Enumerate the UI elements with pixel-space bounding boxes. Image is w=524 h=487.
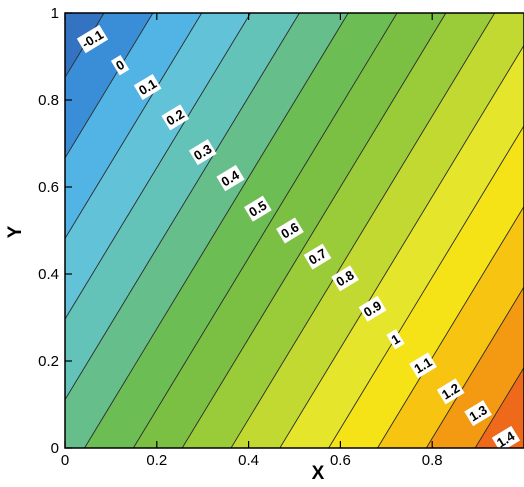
contour-label-background — [386, 329, 405, 350]
contour-label: 0.1 — [133, 73, 162, 100]
y-tick-label: 0.6 — [38, 179, 59, 196]
x-tick-label: 0.4 — [238, 452, 259, 469]
contour-label-background — [409, 352, 437, 379]
plot-frame — [64, 12, 524, 449]
contour-label-background — [188, 139, 217, 166]
axis-ticks: 0 0.2 0.4 0.6 0.8 0 0.2 0.4 0.6 0.8 1 — [38, 5, 442, 469]
contour-label: 0.5 — [243, 195, 272, 222]
contour-line — [377, 206, 524, 448]
contour-line — [65, 13, 203, 239]
contour-label-background — [331, 265, 359, 292]
contour-label: 0.7 — [303, 243, 332, 270]
contour-line — [230, 13, 496, 448]
contour-label: 0 — [110, 55, 130, 76]
contour-line — [425, 286, 524, 448]
contour-label-background — [133, 73, 162, 100]
x-axis-title: X — [312, 463, 325, 484]
contour-label-background — [216, 164, 245, 192]
contour-line — [328, 125, 524, 448]
contour-label-background — [243, 195, 272, 222]
x-tick-label: 0.8 — [422, 452, 443, 469]
contour-label-background — [276, 217, 304, 244]
contour-lines — [65, 13, 524, 448]
y-tick-label: 0 — [51, 440, 59, 457]
contour-label: 1.2 — [436, 378, 465, 405]
contour-line — [84, 13, 349, 448]
contour-label: 0.2 — [161, 104, 190, 131]
x-tick-label: 0.6 — [330, 452, 351, 469]
contour-line — [65, 13, 154, 159]
y-tick-label: 1 — [51, 5, 59, 22]
contour-label-background — [76, 24, 109, 54]
contour-label-background — [110, 55, 130, 76]
contour-label: 1.3 — [464, 400, 492, 427]
x-tick-label: 0.2 — [146, 452, 167, 469]
contour-label-background — [464, 400, 492, 427]
contour-label: 0.9 — [358, 295, 387, 322]
contour-label-background — [358, 295, 387, 322]
contour-label: 1 — [386, 329, 405, 350]
x-tick-label: 0 — [61, 452, 69, 469]
contour-line — [279, 44, 524, 448]
contour-label-background — [161, 104, 190, 131]
contour-band — [65, 13, 349, 448]
contour-line — [181, 13, 447, 448]
contour-label-background — [436, 378, 465, 405]
y-tick-label: 0.2 — [38, 353, 59, 370]
contour-labels: -0.100.10.20.30.40.50.60.70.80.911.11.21… — [76, 24, 521, 453]
contour-line — [132, 13, 398, 448]
y-tick-label: 0.4 — [38, 266, 59, 283]
contour-label: 1.1 — [409, 352, 437, 379]
contour-label-background — [303, 243, 332, 270]
contour-label: 1.4 — [491, 425, 521, 453]
contour-line — [65, 13, 251, 320]
contour-label: 0.8 — [331, 265, 359, 292]
contour-line — [65, 13, 300, 400]
contour-label: 0.3 — [188, 139, 217, 166]
contour-label-background — [491, 425, 521, 453]
y-tick-label: 0.8 — [38, 92, 59, 109]
contour-label: 0.6 — [276, 217, 304, 244]
y-axis-title: Y — [5, 225, 26, 238]
contour-line — [474, 367, 524, 448]
contour-label: 0.4 — [216, 164, 245, 192]
